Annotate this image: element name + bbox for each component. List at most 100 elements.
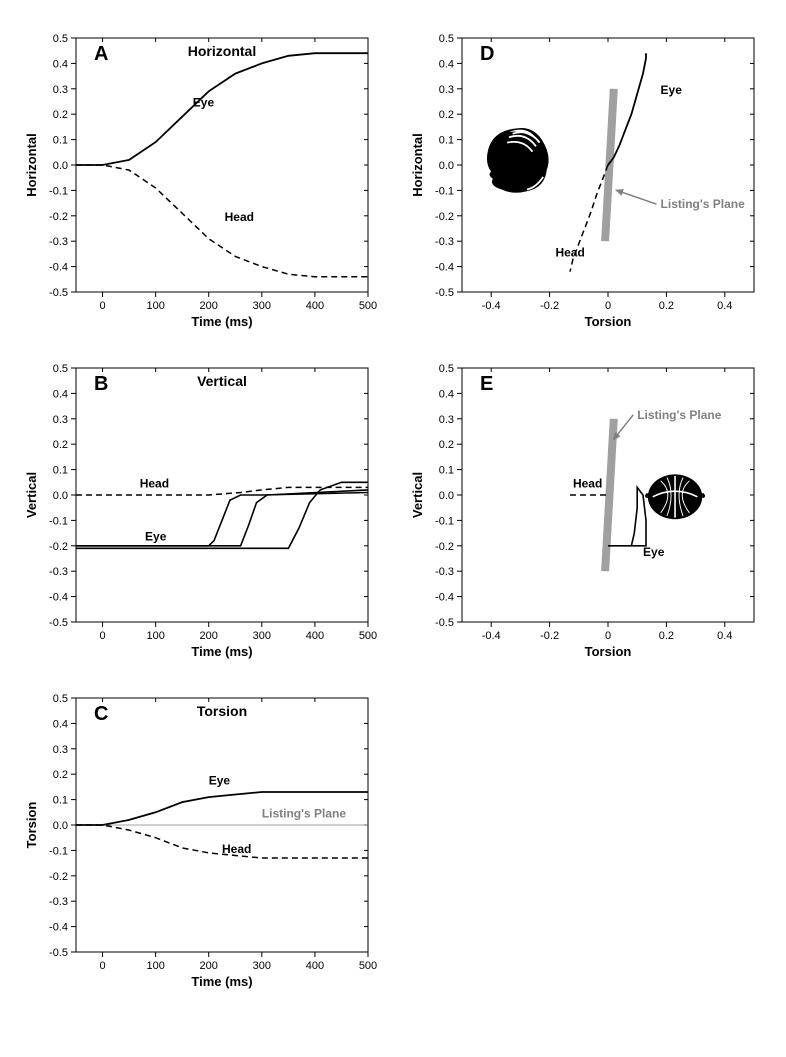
xaxis-title: Time (ms) — [191, 974, 252, 989]
ytick-label: 0.5 — [53, 693, 68, 705]
annotation-label: Listing's Plane — [262, 806, 347, 820]
ytick-label: 0.5 — [439, 33, 454, 45]
ytick-label: 0.5 — [53, 363, 68, 375]
ytick-label: -0.5 — [435, 287, 454, 299]
ytick-label: 0.1 — [53, 135, 68, 147]
xtick-label: 0 — [605, 630, 611, 642]
ytick-label: 0.3 — [439, 84, 454, 96]
xtick-label: 0 — [99, 960, 105, 972]
annotation-arrowhead — [617, 190, 623, 194]
ytick-label: -0.5 — [49, 617, 68, 629]
yaxis-title: Vertical — [410, 472, 425, 518]
annotation-label: Eye — [209, 773, 231, 787]
xaxis-title: Torsion — [585, 314, 632, 329]
yaxis-title: Vertical — [24, 472, 39, 518]
annotation-label: Eye — [145, 530, 167, 544]
annotation-label: Eye — [661, 83, 683, 97]
panel-empty — [406, 680, 766, 1000]
xtick-label: 500 — [359, 300, 377, 312]
ytick-label: 0.4 — [53, 388, 68, 400]
panel-letter: C — [94, 703, 108, 725]
ytick-label: 0.3 — [439, 414, 454, 426]
xtick-label: 300 — [253, 960, 271, 972]
ytick-label: 0.2 — [439, 109, 454, 121]
xtick-label: 400 — [306, 960, 324, 972]
ytick-label: 0.2 — [53, 769, 68, 781]
annotation-label: Listing's Plane — [637, 408, 722, 422]
series-eye — [76, 53, 368, 165]
ytick-label: 0.0 — [439, 160, 454, 172]
annotation-label: Head — [225, 210, 254, 224]
series-head — [76, 165, 368, 277]
ytick-label: 0.0 — [53, 160, 68, 172]
xtick-label: 100 — [146, 960, 164, 972]
ytick-label: -0.2 — [49, 871, 68, 883]
ytick-label: -0.1 — [435, 515, 454, 527]
ytick-label: 0.0 — [439, 490, 454, 502]
ytick-label: -0.4 — [49, 262, 68, 274]
xtick-label: 0.2 — [659, 300, 674, 312]
annotation-label: Listing's Plane — [661, 197, 746, 211]
panel-title: Torsion — [197, 703, 247, 719]
panel-letter: A — [94, 43, 108, 65]
panel-title: Horizontal — [188, 43, 256, 59]
ytick-label: 0.1 — [53, 795, 68, 807]
xtick-label: 0 — [99, 630, 105, 642]
yaxis-title: Horizontal — [24, 133, 39, 197]
xtick-label: 400 — [306, 630, 324, 642]
ytick-label: -0.2 — [49, 211, 68, 223]
ytick-label: 0.5 — [439, 363, 454, 375]
panel-B: -0.5-0.4-0.3-0.2-0.10.00.10.20.30.40.501… — [20, 350, 380, 670]
annotation-arrow — [617, 190, 657, 204]
ytick-label: -0.1 — [49, 185, 68, 197]
ytick-label: -0.2 — [435, 541, 454, 553]
annotation-label: Head — [555, 245, 584, 259]
xtick-label: 200 — [200, 960, 218, 972]
ytick-label: 0.5 — [53, 33, 68, 45]
ytick-label: 0.3 — [53, 414, 68, 426]
yaxis-title: Horizontal — [410, 133, 425, 197]
ytick-label: 0.0 — [53, 490, 68, 502]
ytick-label: -0.4 — [49, 592, 68, 604]
panel-D: -0.5-0.4-0.3-0.2-0.10.00.10.20.30.40.5-0… — [406, 20, 766, 340]
yaxis-title: Torsion — [24, 802, 39, 849]
ytick-label: -0.2 — [435, 211, 454, 223]
panel-C: -0.5-0.4-0.3-0.2-0.10.00.10.20.30.40.501… — [20, 680, 380, 1000]
annotation-label: Eye — [193, 96, 215, 110]
ytick-label: 0.4 — [53, 718, 68, 730]
ytick-label: 0.3 — [53, 744, 68, 756]
ytick-label: -0.4 — [435, 262, 454, 274]
panel-letter: B — [94, 373, 108, 395]
ytick-label: 0.2 — [439, 439, 454, 451]
ytick-label: -0.1 — [49, 845, 68, 857]
xtick-label: 100 — [146, 630, 164, 642]
xtick-label: 300 — [253, 300, 271, 312]
xaxis-title: Torsion — [585, 644, 632, 659]
xtick-label: 400 — [306, 300, 324, 312]
ytick-label: -0.3 — [435, 236, 454, 248]
xtick-label: 500 — [359, 960, 377, 972]
ytick-label: -0.3 — [49, 896, 68, 908]
panel-letter: E — [480, 373, 493, 395]
annotation-label: Head — [573, 476, 602, 490]
annotation-label: Head — [140, 476, 169, 490]
ytick-label: 0.4 — [53, 58, 68, 70]
ytick-label: -0.1 — [49, 515, 68, 527]
xtick-label: 0.4 — [717, 630, 732, 642]
xtick-label: -0.4 — [482, 300, 501, 312]
xtick-label: -0.4 — [482, 630, 501, 642]
xtick-label: 0 — [99, 300, 105, 312]
ytick-label: -0.5 — [49, 287, 68, 299]
figure-grid: -0.5 -0.4 -0.3 -0.2 -0.1 0.0 0.1 0.2 0.3 0.4 0.5 0 1… — [20, 20, 766, 1000]
series-eye1 — [76, 493, 368, 546]
xtick-label: -0.2 — [540, 300, 559, 312]
ytick-label: 0.1 — [53, 465, 68, 477]
ytick-label: 0.0 — [53, 820, 68, 832]
xtick-label: 300 — [253, 630, 271, 642]
xtick-label: 0.4 — [717, 300, 732, 312]
ytick-label: 0.4 — [439, 388, 454, 400]
ytick-label: 0.1 — [439, 135, 454, 147]
head-top-icon — [646, 474, 704, 519]
ytick-label: 0.2 — [53, 109, 68, 121]
ytick-label: 0.1 — [439, 465, 454, 477]
